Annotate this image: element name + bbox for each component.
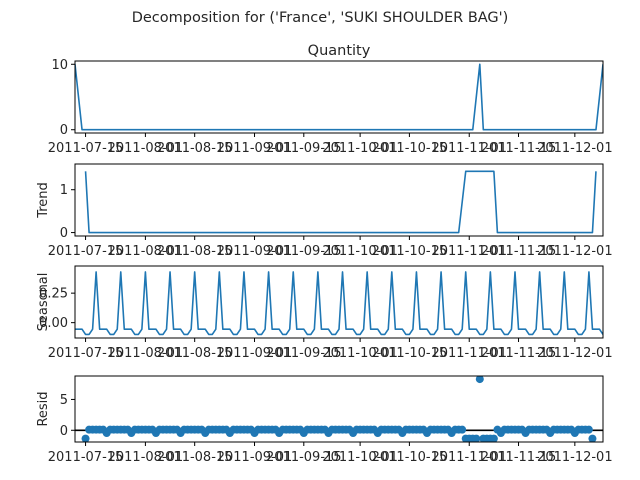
axes-frame — [74, 60, 604, 134]
plot-area — [75, 271, 603, 336]
y-tick-label: 0 — [60, 226, 68, 241]
x-tick-label: 2011-12-01 — [537, 141, 613, 156]
x-tick-label: 2011-12-01 — [537, 244, 613, 259]
x-tick-label: 2011-08-01 — [108, 450, 184, 465]
y-axis-label: Trend — [36, 182, 51, 219]
x-tick-label: 2011-11-01 — [431, 141, 507, 156]
x-tick-label: 2011-12-01 — [537, 346, 613, 361]
x-tick-label: 2011-10-15 — [372, 450, 448, 465]
x-tick-label: 2011-10-15 — [372, 141, 448, 156]
x-tick-label: 2011-09-01 — [217, 244, 293, 259]
axes-frame — [74, 163, 604, 237]
x-tick-label: 2011-09-01 — [217, 141, 293, 156]
x-tick-label: 2011-10-01 — [322, 346, 398, 361]
x-tick-label: 2011-11-01 — [431, 244, 507, 259]
panel-trend: Trend012011-07-152011-08-012011-08-15201… — [36, 163, 613, 259]
series-line — [75, 63, 603, 131]
x-tick-label: 2011-09-15 — [266, 346, 342, 361]
x-tick-label: 2011-08-01 — [108, 244, 184, 259]
resid-point — [458, 425, 467, 434]
plot-area — [75, 376, 603, 442]
y-tick-label: 10 — [51, 58, 68, 73]
resid-point — [584, 425, 593, 434]
resid-point — [81, 434, 90, 442]
x-tick-label: 2011-08-01 — [108, 141, 184, 156]
x-tick-label: 2011-10-01 — [322, 141, 398, 156]
x-tick-label: 2011-08-01 — [108, 346, 184, 361]
x-tick-label: 2011-09-15 — [266, 244, 342, 259]
y-tick-label: 1 — [60, 183, 68, 198]
x-tick-label: 2011-10-15 — [372, 244, 448, 259]
y-axis-label: Resid — [36, 391, 51, 426]
plot-area — [84, 170, 597, 234]
x-tick-label: 2011-11-15 — [481, 450, 557, 465]
resid-point — [489, 434, 498, 442]
plot-area — [75, 63, 603, 131]
resid-point — [472, 434, 481, 442]
panel-title: Quantity — [308, 43, 371, 59]
panel-seasonal: Seasonal0.000.252011-07-152011-08-012011… — [36, 265, 613, 361]
y-tick-label: 0.25 — [39, 287, 68, 302]
panel-resid: Resid052011-07-152011-08-012011-08-15201… — [36, 375, 613, 465]
figure-suptitle: Decomposition for ('France', 'SUKI SHOUL… — [132, 10, 509, 26]
x-tick-label: 2011-07-15 — [48, 141, 124, 156]
x-tick-label: 2011-09-15 — [266, 141, 342, 156]
x-tick-label: 2011-11-15 — [481, 244, 557, 259]
x-tick-label: 2011-10-01 — [322, 244, 398, 259]
series-line — [84, 170, 597, 234]
x-tick-label: 2011-11-01 — [431, 346, 507, 361]
x-tick-label: 2011-08-15 — [157, 141, 233, 156]
x-tick-label: 2011-09-01 — [217, 346, 293, 361]
x-tick-label: 2011-09-15 — [266, 450, 342, 465]
y-axis-label: Seasonal — [36, 273, 51, 332]
x-tick-label: 2011-09-01 — [217, 450, 293, 465]
x-tick-label: 2011-10-15 — [372, 346, 448, 361]
x-tick-label: 2011-08-15 — [157, 244, 233, 259]
x-tick-label: 2011-07-15 — [48, 346, 124, 361]
panels-group: Quantity0102011-07-152011-08-012011-08-1… — [36, 43, 613, 465]
x-tick-label: 2011-11-15 — [481, 141, 557, 156]
x-tick-label: 2011-11-01 — [431, 450, 507, 465]
y-tick-label: 0 — [60, 123, 68, 138]
x-tick-label: 2011-10-01 — [322, 450, 398, 465]
y-tick-label: 0 — [60, 424, 68, 439]
y-tick-label: 0.00 — [39, 316, 68, 331]
x-tick-label: 2011-07-15 — [48, 244, 124, 259]
panel-observed: Quantity 0 10 2011-07-152011-08-012011-08-1… — [48, 43, 613, 156]
x-tick-label: 2011-12-01 — [537, 450, 613, 465]
x-tick-label: 2011-07-15 — [48, 450, 124, 465]
resid-point — [588, 434, 597, 442]
x-tick-label: 2011-08-15 — [157, 346, 233, 361]
resid-point — [475, 376, 484, 384]
x-tick-label: 2011-08-15 — [157, 450, 233, 465]
axes-frame — [74, 375, 604, 443]
series-line — [75, 271, 603, 336]
y-tick-label: 5 — [60, 393, 68, 408]
x-tick-label: 2011-11-15 — [481, 346, 557, 361]
axes-frame — [74, 265, 604, 339]
